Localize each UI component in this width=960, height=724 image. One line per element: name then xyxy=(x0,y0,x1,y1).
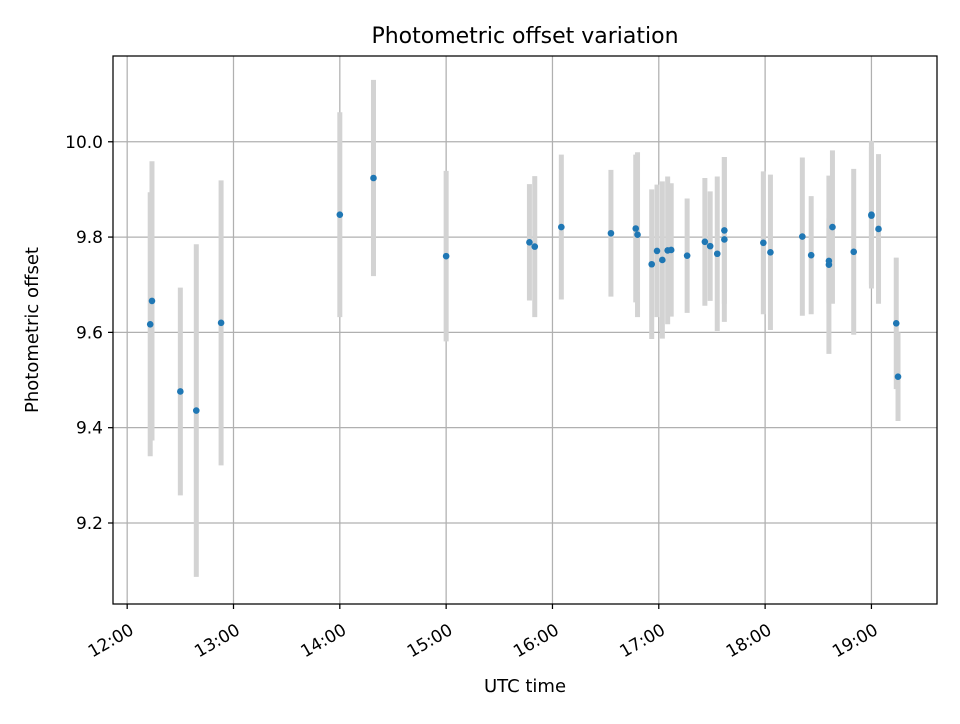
data-point xyxy=(850,248,858,256)
data-point xyxy=(683,252,691,259)
data-point xyxy=(217,319,225,327)
data-point xyxy=(607,229,615,237)
data-point xyxy=(659,256,666,264)
data-point xyxy=(177,388,184,395)
data-point xyxy=(767,249,774,256)
grid-lines xyxy=(113,56,937,604)
data-point xyxy=(558,223,565,231)
data-point xyxy=(526,239,533,246)
data-points xyxy=(146,174,902,414)
data-point xyxy=(825,257,833,265)
data-point xyxy=(892,320,900,327)
data-point xyxy=(667,246,675,254)
data-point xyxy=(531,243,539,250)
y-tick-label: 10.0 xyxy=(65,133,103,153)
y-tick-label: 9.8 xyxy=(76,228,103,248)
data-point xyxy=(799,233,806,240)
data-point xyxy=(713,250,721,258)
x-axis-label: UTC time xyxy=(484,676,566,697)
y-axis-label: Photometric offset xyxy=(22,247,43,413)
data-point xyxy=(721,236,728,243)
data-point xyxy=(632,225,640,232)
data-point xyxy=(648,260,656,268)
chart-title: Photometric offset variation xyxy=(371,24,678,49)
data-point xyxy=(146,320,154,328)
data-point xyxy=(760,239,767,247)
y-tick-label: 9.2 xyxy=(76,514,103,534)
y-tick-label: 9.4 xyxy=(76,419,103,439)
data-point xyxy=(868,212,875,219)
y-tick-label: 9.6 xyxy=(76,323,103,343)
axes-frame xyxy=(112,55,938,605)
data-point xyxy=(807,251,815,259)
data-point xyxy=(653,247,661,255)
data-point xyxy=(192,407,200,414)
data-point xyxy=(721,227,728,234)
data-point xyxy=(370,174,377,182)
data-point xyxy=(634,231,641,238)
data-point xyxy=(706,242,714,250)
data-point xyxy=(442,252,450,260)
data-point xyxy=(701,238,709,246)
data-point xyxy=(875,225,882,233)
data-point xyxy=(829,223,836,231)
data-point xyxy=(148,297,156,305)
data-point xyxy=(336,211,344,218)
data-point xyxy=(894,373,902,380)
